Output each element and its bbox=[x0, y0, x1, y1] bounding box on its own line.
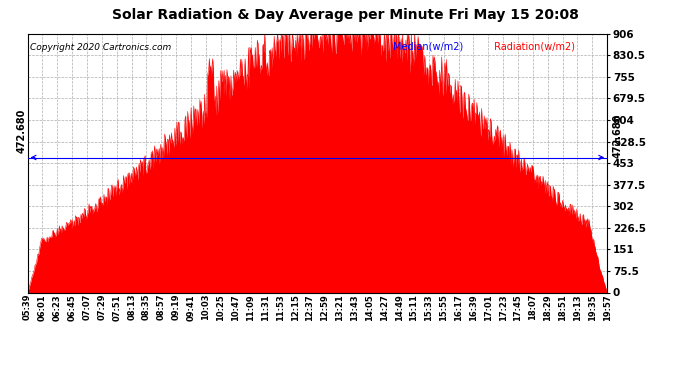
Text: Radiation(w/m2): Radiation(w/m2) bbox=[491, 42, 575, 51]
Text: Solar Radiation & Day Average per Minute Fri May 15 20:08: Solar Radiation & Day Average per Minute… bbox=[112, 8, 578, 21]
Text: 472.680: 472.680 bbox=[613, 113, 623, 158]
Text: 472.680: 472.680 bbox=[17, 109, 27, 153]
Text: Median(w/m2): Median(w/m2) bbox=[393, 42, 463, 51]
Text: Copyright 2020 Cartronics.com: Copyright 2020 Cartronics.com bbox=[30, 43, 172, 52]
